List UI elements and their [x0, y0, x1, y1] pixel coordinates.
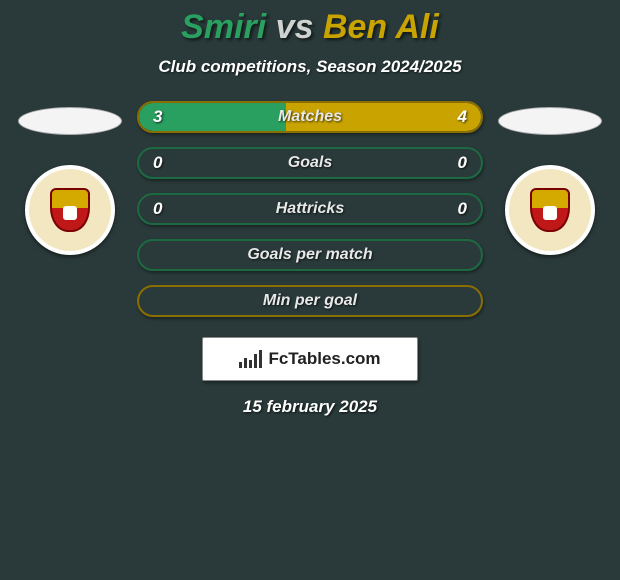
player2-country-icon — [498, 107, 602, 135]
stat-row: Goals per match — [137, 239, 483, 271]
stat-label: Goals — [139, 154, 481, 172]
stat-label: Matches — [139, 108, 481, 126]
player2-column — [495, 101, 605, 255]
subtitle: Club competitions, Season 2024/2025 — [0, 57, 620, 77]
vs-text: vs — [276, 8, 314, 46]
bar-chart-icon — [239, 350, 262, 368]
stat-row: Min per goal — [137, 285, 483, 317]
stat-label: Min per goal — [139, 292, 481, 310]
stat-label: Hattricks — [139, 200, 481, 218]
stat-row: 34Matches — [137, 101, 483, 133]
player1-column — [15, 101, 125, 255]
player1-club-badge — [25, 165, 115, 255]
page-title: Smiri vs Ben Ali — [0, 8, 620, 47]
player2-name: Ben Ali — [323, 8, 439, 46]
shield-icon — [530, 188, 570, 232]
player1-name: Smiri — [181, 8, 266, 46]
stat-row: 00Hattricks — [137, 193, 483, 225]
brand-text: FcTables.com — [268, 349, 380, 369]
comparison-card: Smiri vs Ben Ali Club competitions, Seas… — [0, 0, 620, 417]
date-line: 15 february 2025 — [0, 397, 620, 417]
stat-rows: 34Matches 00Goals 00Hattricks Goals per mat… — [137, 101, 483, 317]
player1-country-icon — [18, 107, 122, 135]
stat-label: Goals per match — [139, 246, 481, 264]
main-row: 34Matches 00Goals 00Hattricks Goals per mat… — [0, 101, 620, 317]
stat-row: 00Goals — [137, 147, 483, 179]
player2-club-badge — [505, 165, 595, 255]
shield-icon — [50, 188, 90, 232]
brand-box[interactable]: FcTables.com — [202, 337, 418, 381]
